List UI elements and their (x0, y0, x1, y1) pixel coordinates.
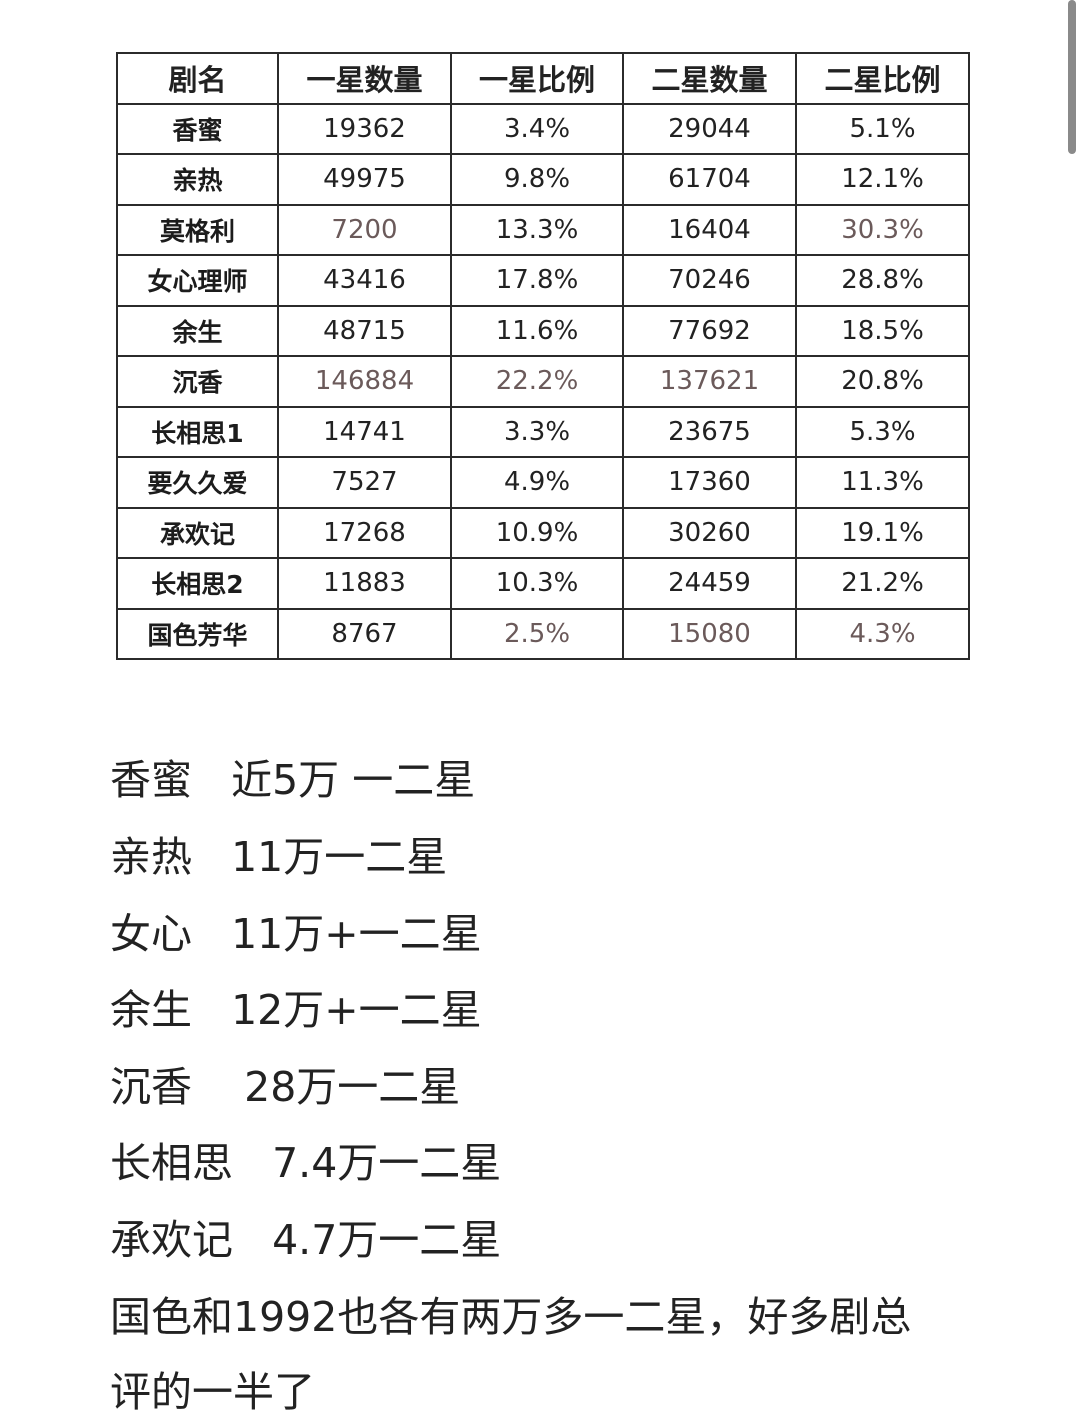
cell-two-star-count: 24459 (622, 557, 797, 610)
cell-drama-name: 长相思1 (116, 405, 279, 458)
cell-one-star-count: 8767 (277, 607, 452, 660)
table-row: 亲热 49975 9.8% 61704 12.1% (116, 153, 970, 206)
cell-drama-name: 要久久爱 (116, 456, 279, 509)
cell-one-star-count: 11883 (277, 557, 452, 610)
note-line: 国色和1992也各有两万多一二星，好多剧总 (110, 1293, 912, 1341)
table-header-row: 剧名 一星数量 一星比例 二星数量 二星比例 (116, 52, 970, 105)
cell-two-star-ratio: 30.3% (795, 203, 970, 256)
table-row: 长相思2 11883 10.3% 24459 21.2% (116, 557, 970, 610)
cell-two-star-ratio: 5.3% (795, 405, 970, 458)
header-one-star-count: 一星数量 (277, 52, 452, 105)
table-row: 沉香 146884 22.2% 137621 20.8% (116, 355, 970, 408)
cell-one-star-count: 19362 (277, 102, 452, 155)
header-two-star-ratio: 二星比例 (795, 52, 970, 105)
cell-two-star-ratio: 11.3% (795, 456, 970, 509)
cell-one-star-ratio: 2.5% (450, 607, 624, 660)
table-row: 国色芳华 8767 2.5% 15080 4.3% (116, 607, 970, 660)
note-line: 余生 12万+一二星 (110, 986, 482, 1034)
note-line: 女心 11万+一二星 (110, 910, 482, 958)
cell-one-star-ratio: 10.3% (450, 557, 624, 610)
table-row: 莫格利 7200 13.3% 16404 30.3% (116, 203, 970, 256)
note-line: 沉香 28万一二星 (110, 1063, 461, 1111)
cell-two-star-count: 70246 (622, 254, 797, 307)
cell-drama-name: 莫格利 (116, 203, 279, 256)
note-line: 亲热 11万一二星 (110, 833, 448, 881)
cell-two-star-count: 23675 (622, 405, 797, 458)
note-line: 香蜜 近5万 一二星 (110, 756, 476, 804)
cell-drama-name: 承欢记 (116, 506, 279, 559)
cell-two-star-ratio: 12.1% (795, 153, 970, 206)
cell-drama-name: 女心理师 (116, 254, 279, 307)
cell-one-star-ratio: 3.4% (450, 102, 624, 155)
cell-two-star-ratio: 20.8% (795, 355, 970, 408)
cell-two-star-count: 15080 (622, 607, 797, 660)
header-two-star-count: 二星数量 (622, 52, 797, 105)
cell-one-star-count: 7200 (277, 203, 452, 256)
table-row: 承欢记 17268 10.9% 30260 19.1% (116, 506, 970, 559)
cell-drama-name: 国色芳华 (116, 607, 279, 660)
cell-one-star-count: 48715 (277, 304, 452, 357)
note-line: 评的一半了 (110, 1368, 315, 1416)
cell-one-star-count: 17268 (277, 506, 452, 559)
cell-drama-name: 余生 (116, 304, 279, 357)
cell-two-star-ratio: 19.1% (795, 506, 970, 559)
scrollbar[interactable] (1068, 0, 1076, 154)
cell-one-star-ratio: 9.8% (450, 153, 624, 206)
cell-one-star-count: 7527 (277, 456, 452, 509)
cell-one-star-count: 146884 (277, 355, 452, 408)
cell-two-star-count: 16404 (622, 203, 797, 256)
cell-one-star-ratio: 22.2% (450, 355, 624, 408)
cell-two-star-count: 61704 (622, 153, 797, 206)
cell-one-star-ratio: 10.9% (450, 506, 624, 559)
star-rating-table: 剧名 一星数量 一星比例 二星数量 二星比例 香蜜 19362 3.4% 29044 5… (116, 52, 970, 660)
cell-one-star-ratio: 11.6% (450, 304, 624, 357)
cell-two-star-count: 17360 (622, 456, 797, 509)
cell-drama-name: 香蜜 (116, 102, 279, 155)
table-row: 女心理师 43416 17.8% 70246 28.8% (116, 254, 970, 307)
cell-one-star-count: 49975 (277, 153, 452, 206)
header-one-star-ratio: 一星比例 (450, 52, 624, 105)
cell-two-star-ratio: 28.8% (795, 254, 970, 307)
cell-one-star-count: 14741 (277, 405, 452, 458)
table-row: 要久久爱 7527 4.9% 17360 11.3% (116, 456, 970, 509)
cell-one-star-ratio: 17.8% (450, 254, 624, 307)
cell-two-star-ratio: 21.2% (795, 557, 970, 610)
cell-one-star-ratio: 4.9% (450, 456, 624, 509)
cell-one-star-ratio: 13.3% (450, 203, 624, 256)
table-row: 长相思1 14741 3.3% 23675 5.3% (116, 405, 970, 458)
cell-two-star-count: 29044 (622, 102, 797, 155)
note-line: 长相思 7.4万一二星 (110, 1139, 502, 1187)
cell-two-star-count: 137621 (622, 355, 797, 408)
cell-drama-name: 亲热 (116, 153, 279, 206)
cell-two-star-count: 30260 (622, 506, 797, 559)
cell-one-star-count: 43416 (277, 254, 452, 307)
header-drama-name: 剧名 (116, 52, 279, 105)
table-row: 余生 48715 11.6% 77692 18.5% (116, 304, 970, 357)
note-line: 承欢记 4.7万一二星 (110, 1216, 502, 1264)
cell-two-star-ratio: 5.1% (795, 102, 970, 155)
table-row: 香蜜 19362 3.4% 29044 5.1% (116, 102, 970, 155)
cell-one-star-ratio: 3.3% (450, 405, 624, 458)
cell-two-star-count: 77692 (622, 304, 797, 357)
cell-two-star-ratio: 4.3% (795, 607, 970, 660)
cell-drama-name: 沉香 (116, 355, 279, 408)
cell-drama-name: 长相思2 (116, 557, 279, 610)
cell-two-star-ratio: 18.5% (795, 304, 970, 357)
